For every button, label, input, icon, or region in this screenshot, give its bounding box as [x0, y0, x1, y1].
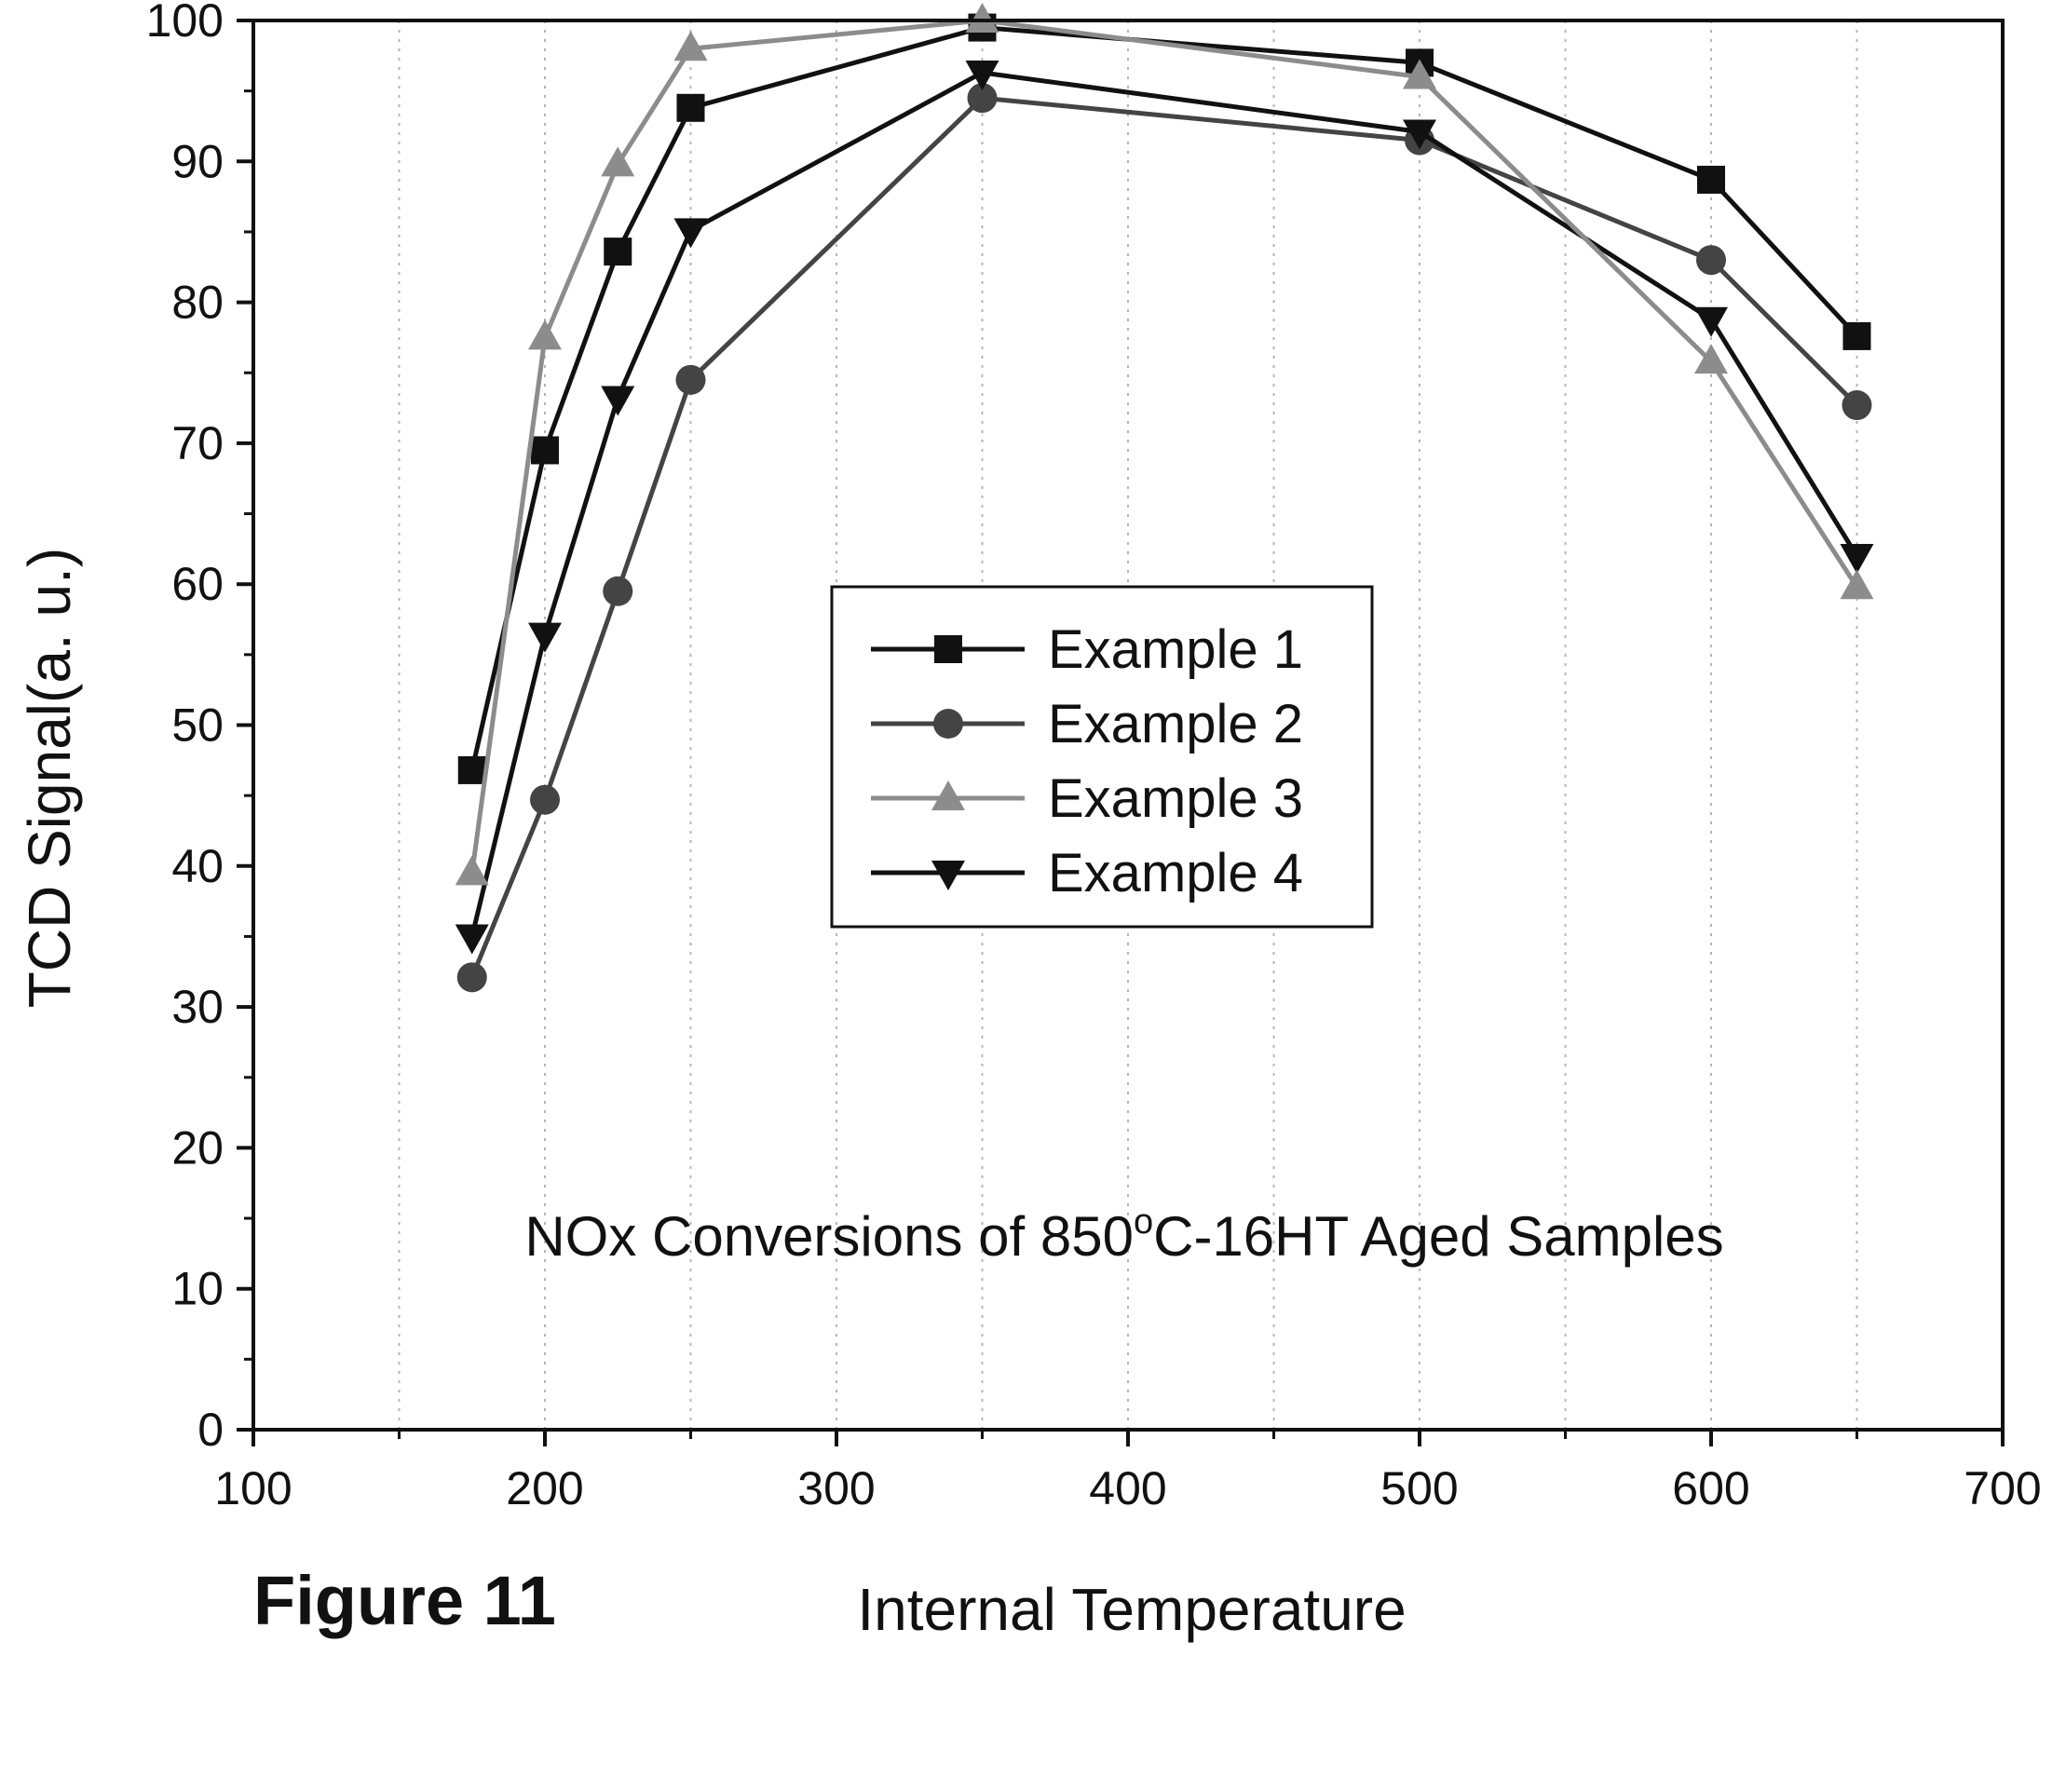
- x-tick-label: 500: [1380, 1462, 1458, 1514]
- series-4: [455, 60, 1874, 955]
- legend-label: Example 2: [1048, 694, 1303, 754]
- data-point: [456, 962, 487, 993]
- data-point: [455, 924, 489, 955]
- figure-caption: Figure 11: [253, 1562, 556, 1639]
- y-tick-label: 10: [171, 1263, 224, 1315]
- data-point: [673, 218, 708, 249]
- x-axis-title: Internal Temperature: [857, 1576, 1406, 1643]
- data-point: [457, 755, 486, 784]
- legend-marker: [931, 781, 965, 810]
- legend-label: Example 4: [1048, 843, 1303, 903]
- y-tick-label: 50: [171, 699, 224, 752]
- legend-label: Example 3: [1048, 768, 1303, 829]
- x-tick-label: 300: [797, 1462, 875, 1514]
- y-axis-title: TCD Signal(a. u.): [16, 548, 83, 1008]
- y-tick-label: 100: [146, 0, 224, 47]
- chart-annotation: NOx Conversions of 850oC-16HT Aged Sampl…: [524, 1202, 1723, 1268]
- legend-marker: [933, 709, 963, 739]
- data-point: [1840, 543, 1874, 574]
- data-point: [965, 60, 999, 90]
- series-line: [469, 25, 1859, 771]
- data-point: [603, 576, 633, 606]
- series-3: [455, 3, 1874, 886]
- x-tick-label: 100: [214, 1462, 292, 1514]
- data-point: [1842, 321, 1871, 350]
- data-point: [531, 436, 559, 465]
- data-point: [1694, 306, 1728, 337]
- data-point: [1697, 165, 1725, 194]
- legend: Example 1 Example 2 Example 3 Example 4: [830, 585, 1374, 929]
- y-tick-label: 0: [197, 1404, 224, 1456]
- x-tick-label: 400: [1089, 1462, 1166, 1514]
- data-point: [601, 386, 635, 416]
- data-point: [967, 83, 998, 114]
- data-point: [675, 364, 706, 395]
- data-point: [1694, 344, 1728, 374]
- y-tick-label: 60: [171, 558, 224, 610]
- annotation-degree-sup: o: [1134, 1202, 1153, 1242]
- data-point: [673, 31, 708, 61]
- data-point: [676, 93, 705, 122]
- legend-label: Example 1: [1048, 619, 1303, 680]
- annotation-text-before: NOx Conversions of 850: [524, 1205, 1134, 1268]
- data-point: [1842, 390, 1872, 421]
- y-tick-label: 20: [171, 1121, 224, 1174]
- data-point: [965, 3, 999, 33]
- data-point: [601, 146, 635, 177]
- data-point: [528, 319, 562, 350]
- y-tick-label: 80: [171, 277, 224, 329]
- x-tick-label: 200: [506, 1462, 583, 1514]
- data-point: [1403, 59, 1436, 89]
- legend-marker: [934, 635, 962, 663]
- y-tick-label: 90: [171, 135, 224, 187]
- series-line: [469, 95, 1859, 979]
- legend-item: Example 1: [871, 619, 1303, 680]
- data-point: [1840, 569, 1874, 600]
- data-point: [604, 238, 632, 266]
- legend-box: [830, 585, 1374, 929]
- series-line: [469, 18, 1859, 874]
- data-point: [455, 855, 489, 886]
- annotation-text-after: C-16HT Aged Samples: [1153, 1205, 1724, 1268]
- x-tick-label: 600: [1672, 1462, 1749, 1514]
- y-tick-label: 70: [171, 417, 224, 469]
- legend-item: Example 4: [871, 843, 1303, 903]
- data-point: [528, 622, 562, 653]
- data-point: [530, 784, 560, 815]
- data-point: [1696, 245, 1726, 276]
- legend-marker: [931, 861, 965, 890]
- x-tick-label: 700: [1964, 1462, 2041, 1514]
- y-tick-label: 40: [171, 840, 224, 892]
- y-tick-label: 30: [171, 981, 224, 1033]
- series-layer: [455, 3, 1874, 993]
- legend-item: Example 3: [871, 768, 1303, 829]
- axis-ticks: 100 200 300 400 500 600 700 0 10 20 30 40 50 60 70 80 90…: [146, 0, 2042, 1514]
- data-point: [1403, 119, 1436, 150]
- legend-item: Example 2: [871, 694, 1303, 754]
- series-line: [469, 70, 1859, 938]
